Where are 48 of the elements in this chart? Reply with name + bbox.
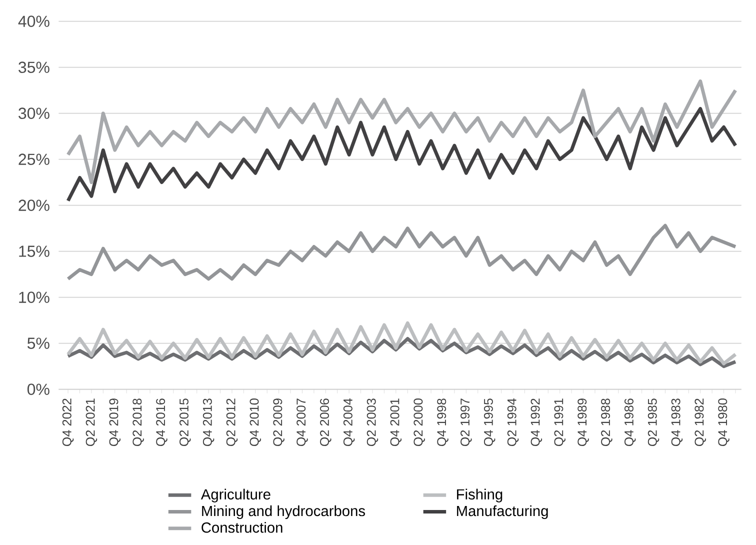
x-tick-label: Q2 2000 <box>414 398 425 446</box>
x-tick-label: Q4 1983 <box>671 398 683 446</box>
line-series <box>66 336 738 368</box>
x-tick-label: Q2 2018 <box>132 398 144 446</box>
y-tick-label: 5% <box>27 338 50 349</box>
line-series <box>66 106 738 202</box>
legend-label: Construction <box>202 522 282 533</box>
legend-label: Mining and hydrocarbons <box>202 505 366 519</box>
x-tick-label: Q4 1980 <box>718 398 730 446</box>
x-tick-label: Q2 1991 <box>554 398 566 446</box>
x-tick-label: Q4 2013 <box>202 398 214 446</box>
x-tick-label: Q2 2009 <box>273 398 284 446</box>
x-tick-label: Q4 2016 <box>156 398 168 446</box>
legend-label: Agriculture <box>200 488 270 502</box>
x-tick-label: Q4 2007 <box>296 398 308 446</box>
legend-label: Manufacturing <box>457 505 548 519</box>
x-tick-label: Q4 2022 <box>62 398 74 446</box>
y-tick-label: 30% <box>18 108 50 119</box>
x-tick-label: Q4 1995 <box>484 398 496 446</box>
line-series <box>66 79 738 184</box>
x-tick-label: Q4 2001 <box>390 398 402 446</box>
x-tick-label: Q4 1989 <box>578 398 589 446</box>
x-tick-label: Q2 2003 <box>366 398 378 446</box>
x-tick-label: Q4 1998 <box>437 398 448 446</box>
x-tick-label: Q2 1994 <box>507 398 519 446</box>
x-tick-label: Q4 2010 <box>250 398 262 446</box>
y-tick-label: 40% <box>18 16 50 27</box>
x-tick-label: Q4 2004 <box>343 398 355 446</box>
x-tick-label: Q2 1988 <box>601 398 612 446</box>
x-tick-label: Q4 1992 <box>530 398 542 446</box>
x-tick-label: Q2 1982 <box>694 398 706 446</box>
y-tick-label: 25% <box>18 154 50 165</box>
line-series <box>66 321 738 366</box>
y-tick-label: 0% <box>27 384 50 395</box>
y-tick-label: 20% <box>18 200 50 211</box>
x-tick-label: Q2 2021 <box>86 398 98 446</box>
x-tick-label: Q4 1986 <box>624 398 636 446</box>
line-series <box>66 224 738 281</box>
x-tick-label: Q2 1985 <box>648 398 660 446</box>
x-tick-label: Q2 2015 <box>180 398 191 446</box>
y-tick-label: 15% <box>19 246 50 257</box>
x-tick-label: Q2 2006 <box>320 398 332 446</box>
legend-label: Fishing <box>457 488 502 502</box>
y-tick-label: 10% <box>19 292 50 303</box>
x-tick-label: Q2 1997 <box>460 398 472 446</box>
y-tick-label: 35% <box>18 62 50 73</box>
x-tick-label: Q4 2019 <box>109 398 121 446</box>
x-tick-label: Q2 2012 <box>226 398 238 446</box>
